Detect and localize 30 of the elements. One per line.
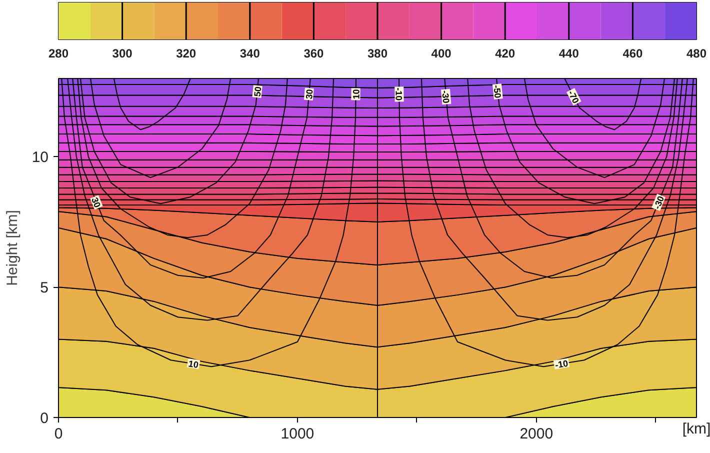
annotation: -10	[394, 88, 404, 101]
color-bar-label: 360	[304, 46, 324, 60]
annotation: -10	[554, 358, 569, 370]
annotation: 30	[304, 88, 315, 100]
color-bar-label: 380	[367, 46, 388, 60]
color-bar-label: 480	[686, 46, 707, 60]
annotation: -50	[492, 84, 503, 99]
y-tick-label: 5	[40, 280, 48, 297]
annotation: -30	[440, 90, 452, 104]
y-tick-label: 10	[32, 149, 49, 166]
color-bar-label: 420	[495, 46, 516, 60]
x-tick-label: 1000	[280, 426, 314, 442]
y-axis-title: Height [km]	[4, 210, 21, 286]
annotation: 30	[90, 196, 103, 210]
annotation: 10	[188, 358, 200, 370]
annotation: -70	[566, 88, 581, 106]
annotation: -30	[652, 194, 666, 210]
color-bar-label: 400	[431, 46, 452, 60]
x-axis-title: [km]	[682, 420, 710, 438]
color-bar-label: 460	[622, 46, 644, 60]
annotation: 10	[351, 89, 362, 100]
color-bar-label: 340	[240, 46, 260, 60]
color-bar-label: 300	[112, 46, 133, 60]
color-bar-label: 440	[558, 46, 580, 60]
color-bar-label: 320	[176, 46, 196, 60]
color-bar-label: 280	[48, 46, 69, 60]
x-tick-label: 2000	[520, 426, 554, 442]
y-tick-label: 0	[40, 410, 48, 427]
x-tick-label: 0	[54, 426, 63, 442]
annotation: 50	[252, 86, 264, 98]
